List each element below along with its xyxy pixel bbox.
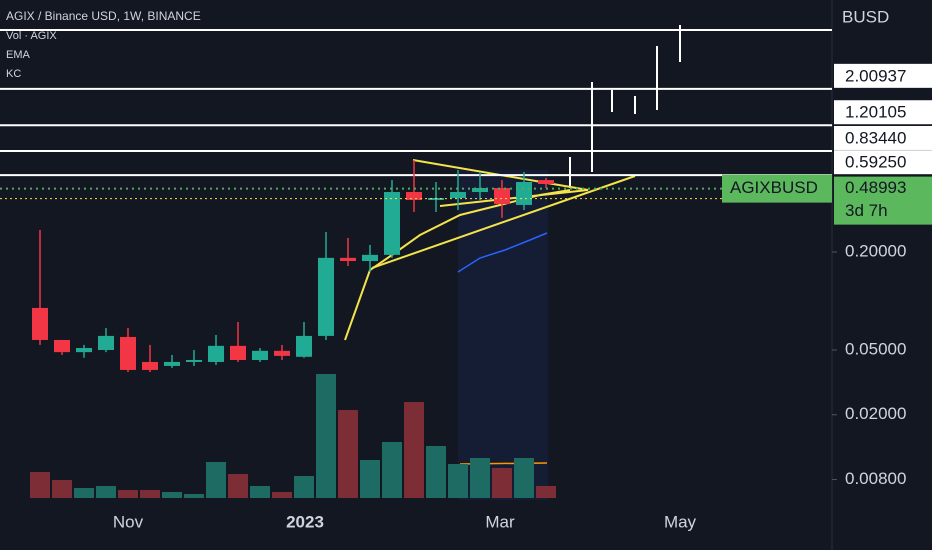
volume-bar	[338, 410, 358, 498]
volume-bar	[250, 486, 270, 498]
volume-bar	[360, 460, 380, 498]
candle-body	[406, 192, 422, 201]
candle-body	[186, 359, 202, 362]
projection-bars	[569, 25, 681, 188]
level-label: 2.00937	[845, 66, 906, 85]
volume-bar	[162, 492, 182, 498]
volume-bar	[448, 464, 468, 498]
candle-body	[54, 339, 70, 353]
level-label-box	[834, 150, 932, 175]
symbol-title: AGIX / Binance USD, 1W, BINANCE	[6, 9, 201, 23]
candle-body	[252, 350, 268, 360]
candle-body	[450, 192, 466, 199]
candle-body	[538, 180, 554, 185]
volume-bar	[382, 442, 402, 498]
volume-bar	[74, 488, 94, 498]
volume-bar	[184, 494, 204, 498]
y-tick-label: 0.02000	[845, 404, 906, 423]
volume-bar	[52, 480, 72, 498]
candle-body	[230, 345, 246, 360]
candle-body	[98, 335, 114, 350]
price-label: 0.48993	[845, 178, 906, 197]
symbol-box	[722, 174, 832, 203]
candle-body	[120, 336, 136, 370]
highlight-zone	[458, 170, 548, 500]
level-label-box	[834, 100, 932, 125]
price-box	[834, 176, 932, 225]
indicator: EMA	[6, 49, 31, 61]
volume-bar	[316, 374, 336, 498]
y-tick-label: 0.00800	[845, 469, 906, 488]
candle-body	[340, 257, 356, 262]
countdown: 3d 7h	[845, 201, 888, 220]
volume-bar	[228, 474, 248, 498]
candle-body	[494, 188, 510, 205]
volume-bar	[118, 490, 138, 498]
level-label: 1.20105	[845, 103, 906, 122]
candle-body	[208, 345, 224, 362]
x-tick-label: Mar	[485, 512, 515, 531]
volume-bar	[206, 462, 226, 498]
candle-body	[296, 335, 312, 357]
candle-body	[362, 254, 378, 262]
level-label: 0.59250	[845, 153, 906, 172]
volume-bar	[426, 446, 446, 498]
volume-bar	[294, 476, 314, 498]
candle-body	[318, 257, 334, 336]
y-tick-label: 0.20000	[845, 241, 906, 260]
level-label: 0.83440	[845, 128, 906, 147]
level-label-box	[834, 125, 932, 150]
volume-bar	[536, 486, 556, 498]
candle-body	[142, 361, 158, 370]
indicator: Vol · AGIX	[6, 30, 57, 42]
volume-bar	[404, 402, 424, 498]
currency: BUSD	[842, 7, 889, 26]
y-tick-label: 0.05000	[845, 339, 906, 358]
symbol-label: AGIXBUSD	[730, 178, 818, 197]
volume-bar	[272, 492, 292, 498]
volume-bar	[514, 458, 534, 498]
candle-body	[472, 188, 488, 193]
indicator: KC	[6, 68, 21, 80]
ema-line	[457, 232, 548, 273]
level-label-box	[834, 63, 932, 88]
volume-bar	[96, 486, 116, 498]
candle-body	[164, 361, 180, 366]
x-tick-label: 2023	[286, 512, 324, 531]
volume-bar	[470, 458, 490, 498]
volume-bar	[30, 472, 50, 498]
x-tick-label: May	[664, 512, 697, 531]
trend-lines	[344, 159, 636, 341]
candle-body	[384, 192, 400, 255]
candle-body	[516, 182, 532, 205]
candle-body	[76, 348, 92, 353]
candle-body	[32, 307, 48, 340]
candle-body	[274, 350, 290, 356]
volume-bar	[140, 490, 160, 498]
x-tick-label: Nov	[113, 512, 144, 531]
volume-bar	[492, 468, 512, 498]
